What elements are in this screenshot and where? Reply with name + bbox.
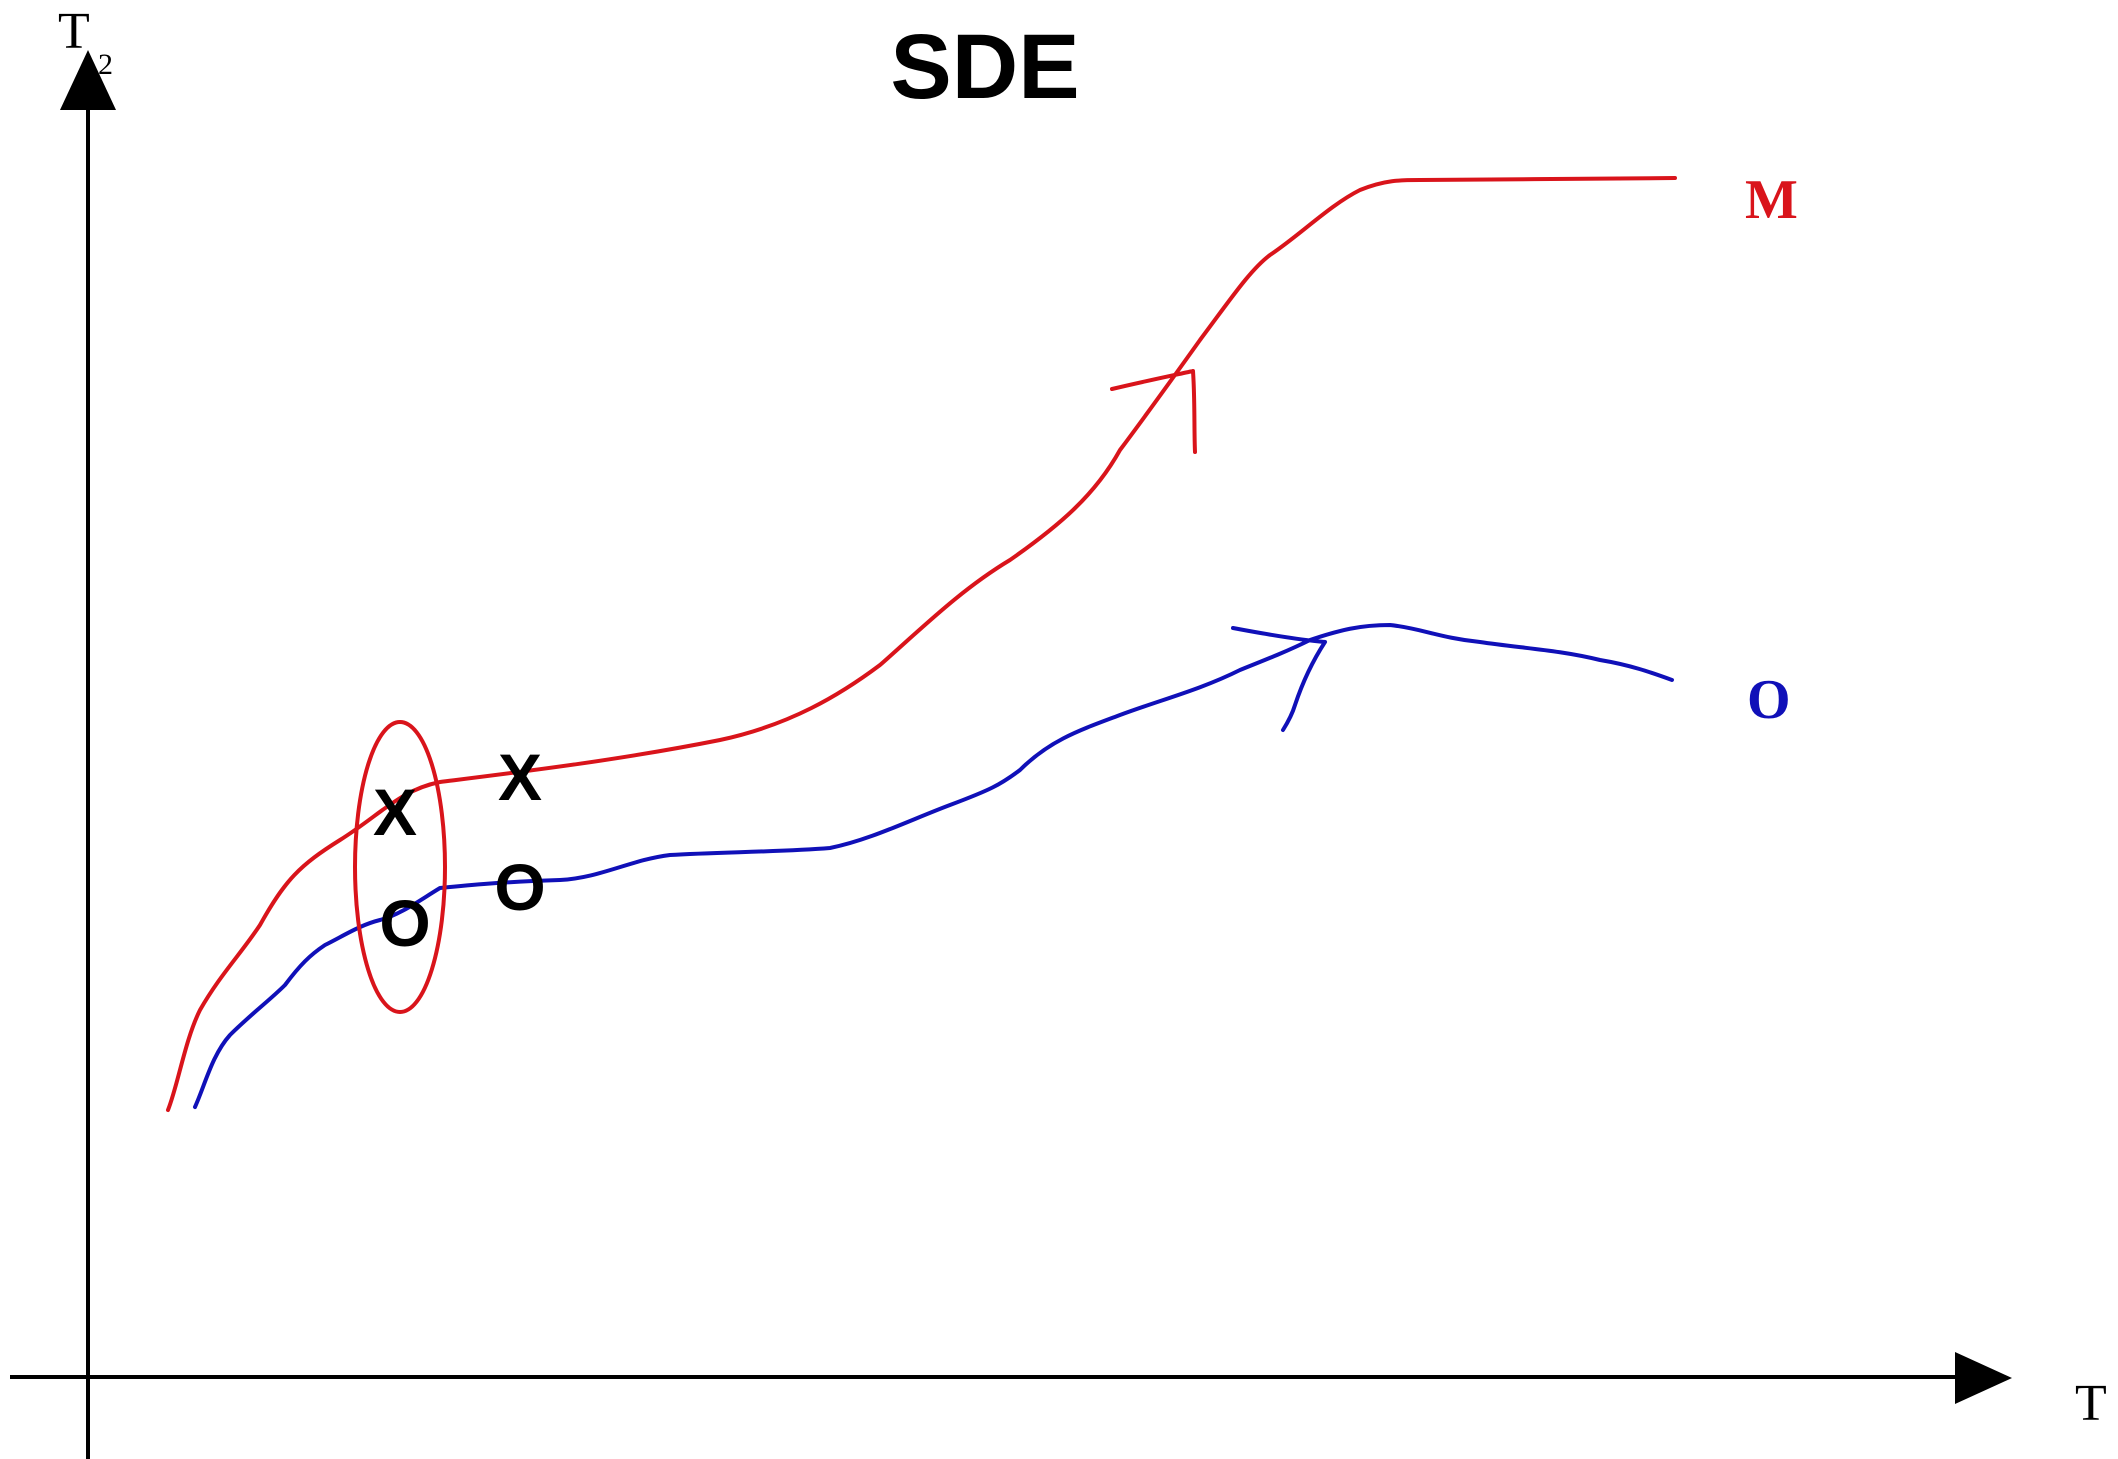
diagram-title: SDE	[890, 16, 1079, 118]
curve-o-direction-arrow	[1231, 626, 1327, 732]
curve-m	[166, 176, 1677, 1112]
y-axis-label-subscript: 2	[98, 48, 113, 81]
marker-x-1: X	[373, 775, 417, 849]
marker-o-2: O	[494, 850, 545, 924]
highlight-ellipse	[353, 720, 447, 1014]
marker-x-2: X	[498, 740, 542, 814]
curve-o-label: O	[1747, 669, 1791, 731]
y-axis-arrowhead	[60, 50, 116, 110]
marker-o-1: O	[379, 886, 430, 960]
x-axis-label: T	[2075, 1375, 2107, 1432]
curve-m-label: M	[1745, 169, 1798, 231]
x-axis-arrowhead	[1955, 1352, 2012, 1404]
y-axis-label: T	[58, 3, 90, 60]
curve-m-direction-arrow	[1110, 369, 1197, 454]
curve-o	[193, 623, 1674, 1109]
